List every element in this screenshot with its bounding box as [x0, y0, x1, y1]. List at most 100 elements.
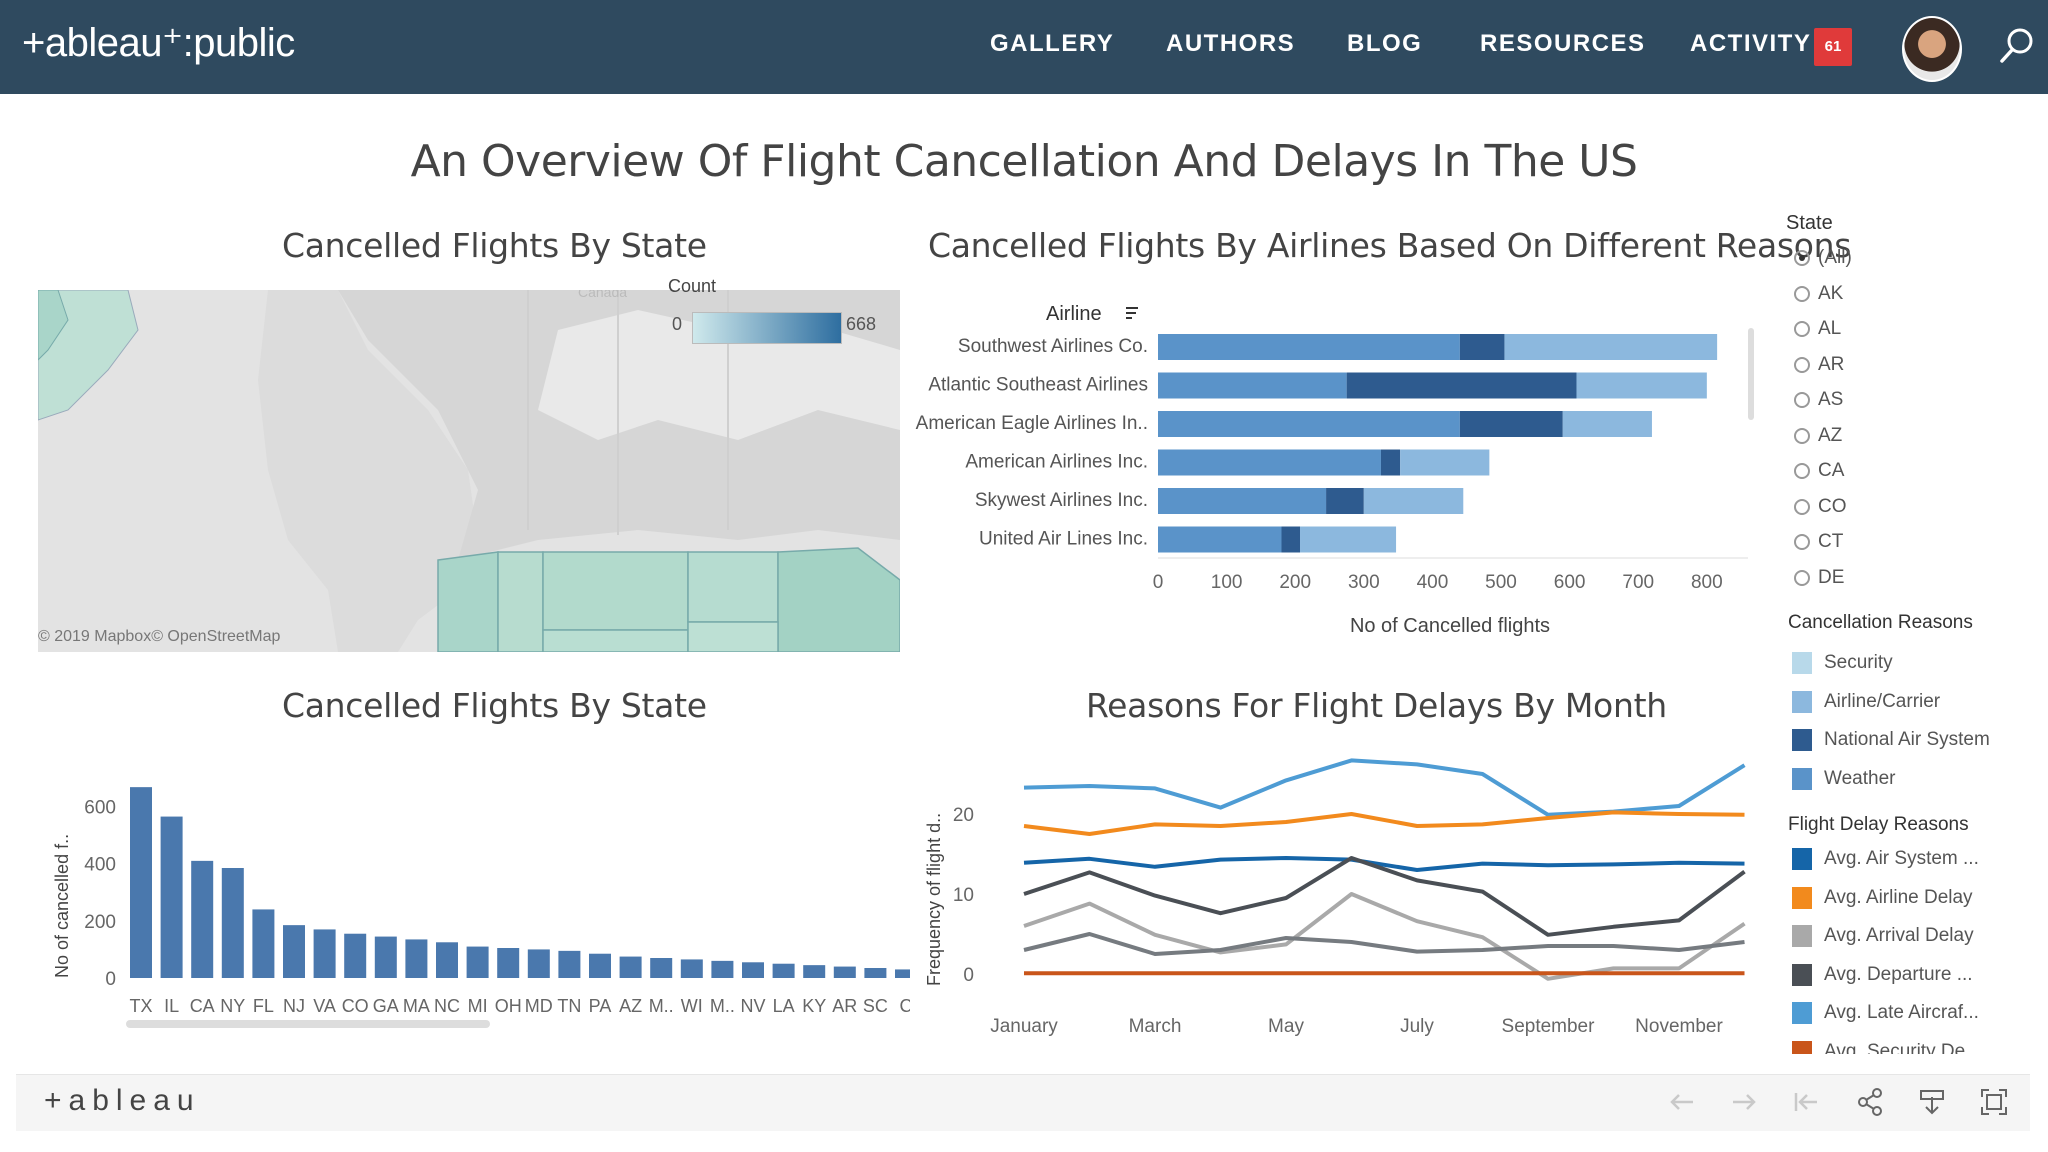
nav-resources[interactable]: RESOURCES	[1480, 30, 1646, 57]
radio-button[interactable]	[1794, 534, 1810, 550]
legend-label: Airline/Carrier	[1824, 690, 1941, 712]
state-option[interactable]: AL	[1794, 314, 1841, 344]
state-option[interactable]: CO	[1794, 492, 1847, 522]
map-legend-title: Count	[668, 276, 717, 296]
radio-button[interactable]	[1794, 498, 1810, 515]
legend-item[interactable]: Weather	[1792, 764, 1895, 794]
radio-button[interactable]	[1794, 250, 1810, 266]
legend-label: Avg. Departure ...	[1824, 963, 1973, 985]
radio-button[interactable]	[1794, 321, 1810, 337]
state-x-tick: MA	[403, 996, 430, 1016]
legend-item[interactable]: Security	[1792, 648, 1893, 678]
dashboard-title: An Overview Of Flight Cancellation And D…	[410, 136, 1638, 187]
legend-item[interactable]: Avg. Air System ...	[1792, 844, 1979, 874]
legend-swatch	[1792, 767, 1812, 790]
airline-cancellation-chart[interactable]: Airline Southwest Airlines Co. Atlantic So…	[900, 290, 1760, 660]
legend-item[interactable]: Avg. Departure ...	[1792, 960, 1973, 990]
state-option[interactable]: AK	[1794, 279, 1843, 309]
state-option[interactable]: (All)	[1794, 243, 1852, 273]
airline-x-tick: 600	[1554, 572, 1586, 593]
airline-bar-segment	[1504, 334, 1718, 360]
radio-button[interactable]	[1794, 356, 1810, 373]
airline-bar-segment	[1363, 488, 1464, 514]
state-x-tick: FL	[253, 996, 274, 1016]
map-legend-gradient	[692, 312, 842, 344]
radio-button[interactable]	[1794, 427, 1810, 444]
delay-series-line	[1023, 810, 1745, 836]
radio-button[interactable]	[1794, 392, 1810, 408]
airline-chart-scrollbar[interactable]	[1748, 328, 1754, 420]
legend-item[interactable]: Airline/Carrier	[1792, 687, 1940, 717]
state-option[interactable]: AS	[1794, 385, 1843, 415]
state-bar	[466, 946, 489, 978]
search-button[interactable]	[1998, 24, 2038, 68]
legend-label: Security	[1824, 652, 1893, 673]
radio-button[interactable]	[1794, 285, 1810, 302]
state-bar	[589, 953, 611, 978]
nav-blog[interactable]: BLOG	[1347, 30, 1423, 57]
state-option-label: DE	[1818, 566, 1845, 588]
redo-icon	[1733, 1094, 1756, 1110]
legend-label: National Air System	[1824, 729, 1990, 750]
undo-button[interactable]	[1662, 1084, 1702, 1120]
share-button[interactable]	[1850, 1084, 1890, 1120]
nav-activity[interactable]: ACTIVITY	[1690, 30, 1812, 57]
state-x-tick: NC	[434, 996, 460, 1016]
state-cancellation-bar-chart[interactable]: No of cancelled f.. 0 200 400 600 TX IL CA NY FL N…	[40, 760, 910, 1050]
state-option[interactable]: AR	[1794, 350, 1844, 380]
revert-button[interactable]	[1786, 1084, 1826, 1120]
state-bar	[742, 962, 764, 978]
state-bar	[374, 936, 397, 978]
airline-axis-title: Airline	[1046, 303, 1102, 325]
tableau-public-logo[interactable]: +ableau⁺:public	[22, 21, 295, 65]
state-option[interactable]: DE	[1794, 563, 1844, 593]
airline-x-tick: 0	[1153, 572, 1164, 593]
state-chart-scrollbar[interactable]	[126, 1020, 490, 1028]
delay-legend: Avg. Air System ... Avg. Airline Delay Avg…	[1780, 844, 2000, 1054]
legend-item[interactable]: Avg. Airline Delay	[1792, 883, 1973, 913]
state-x-tick: NY	[220, 996, 245, 1016]
legend-item[interactable]: Avg. Security De...	[1792, 1037, 1981, 1054]
legend-label: Avg. Air System ...	[1824, 848, 1979, 869]
state-bar	[160, 816, 183, 978]
legend-item[interactable]: Avg. Late Aircraf...	[1792, 998, 1979, 1028]
state-x-tick: OH	[495, 996, 522, 1016]
cancellation-legend-title: Cancellation Reasons	[1788, 612, 1973, 633]
airline-label: Southwest Airlines Co.	[958, 336, 1148, 357]
delay-series-line	[1023, 758, 1746, 817]
map-attribution[interactable]: © 2019 Mapbox© OpenStreetMap	[38, 628, 281, 645]
legend-item[interactable]: National Air System	[1792, 725, 1990, 755]
user-avatar[interactable]	[1902, 16, 1962, 82]
fullscreen-button[interactable]	[1974, 1084, 2014, 1120]
nav-gallery[interactable]: GALLERY	[990, 30, 1115, 57]
state-bar	[130, 787, 152, 978]
airline-bar-segment	[1459, 334, 1505, 360]
search-icon	[2000, 28, 2033, 63]
state-option[interactable]: CA	[1794, 456, 1844, 486]
tableau-footer-logo[interactable]: +ableau	[44, 1084, 201, 1117]
legend-label: Avg. Late Aircraf...	[1824, 1002, 1979, 1023]
cancelled-flights-map[interactable]: Canada	[38, 290, 900, 652]
download-button[interactable]	[1912, 1084, 1952, 1120]
nav-authors[interactable]: AUTHORS	[1166, 30, 1296, 57]
state-x-tick: M..	[710, 996, 735, 1016]
state-x-tick: GA	[373, 996, 399, 1016]
activity-badge[interactable]: 61	[1814, 28, 1852, 66]
state-option-label: AS	[1818, 389, 1844, 410]
state-option-label: AZ	[1818, 424, 1843, 446]
map-legend-max: 668	[846, 314, 877, 334]
airline-bar-segment	[1576, 372, 1707, 399]
state-bar	[895, 969, 910, 978]
state-bar	[619, 956, 642, 978]
revert-icon	[1794, 1093, 1817, 1111]
delay-reasons-line-chart[interactable]: Frequency of flight d.. 0 10 20 January March…	[910, 740, 1750, 1060]
delay-panel-title: Reasons For Flight Delays By Month	[1086, 686, 1667, 725]
state-option[interactable]: AZ	[1794, 421, 1842, 451]
state-bar	[864, 968, 887, 978]
state-bar	[803, 965, 826, 978]
state-option[interactable]: CT	[1794, 527, 1843, 557]
radio-button[interactable]	[1794, 569, 1810, 586]
legend-item[interactable]: Avg. Arrival Delay	[1792, 921, 1974, 951]
redo-button[interactable]	[1724, 1084, 1764, 1120]
radio-button[interactable]	[1794, 463, 1810, 479]
